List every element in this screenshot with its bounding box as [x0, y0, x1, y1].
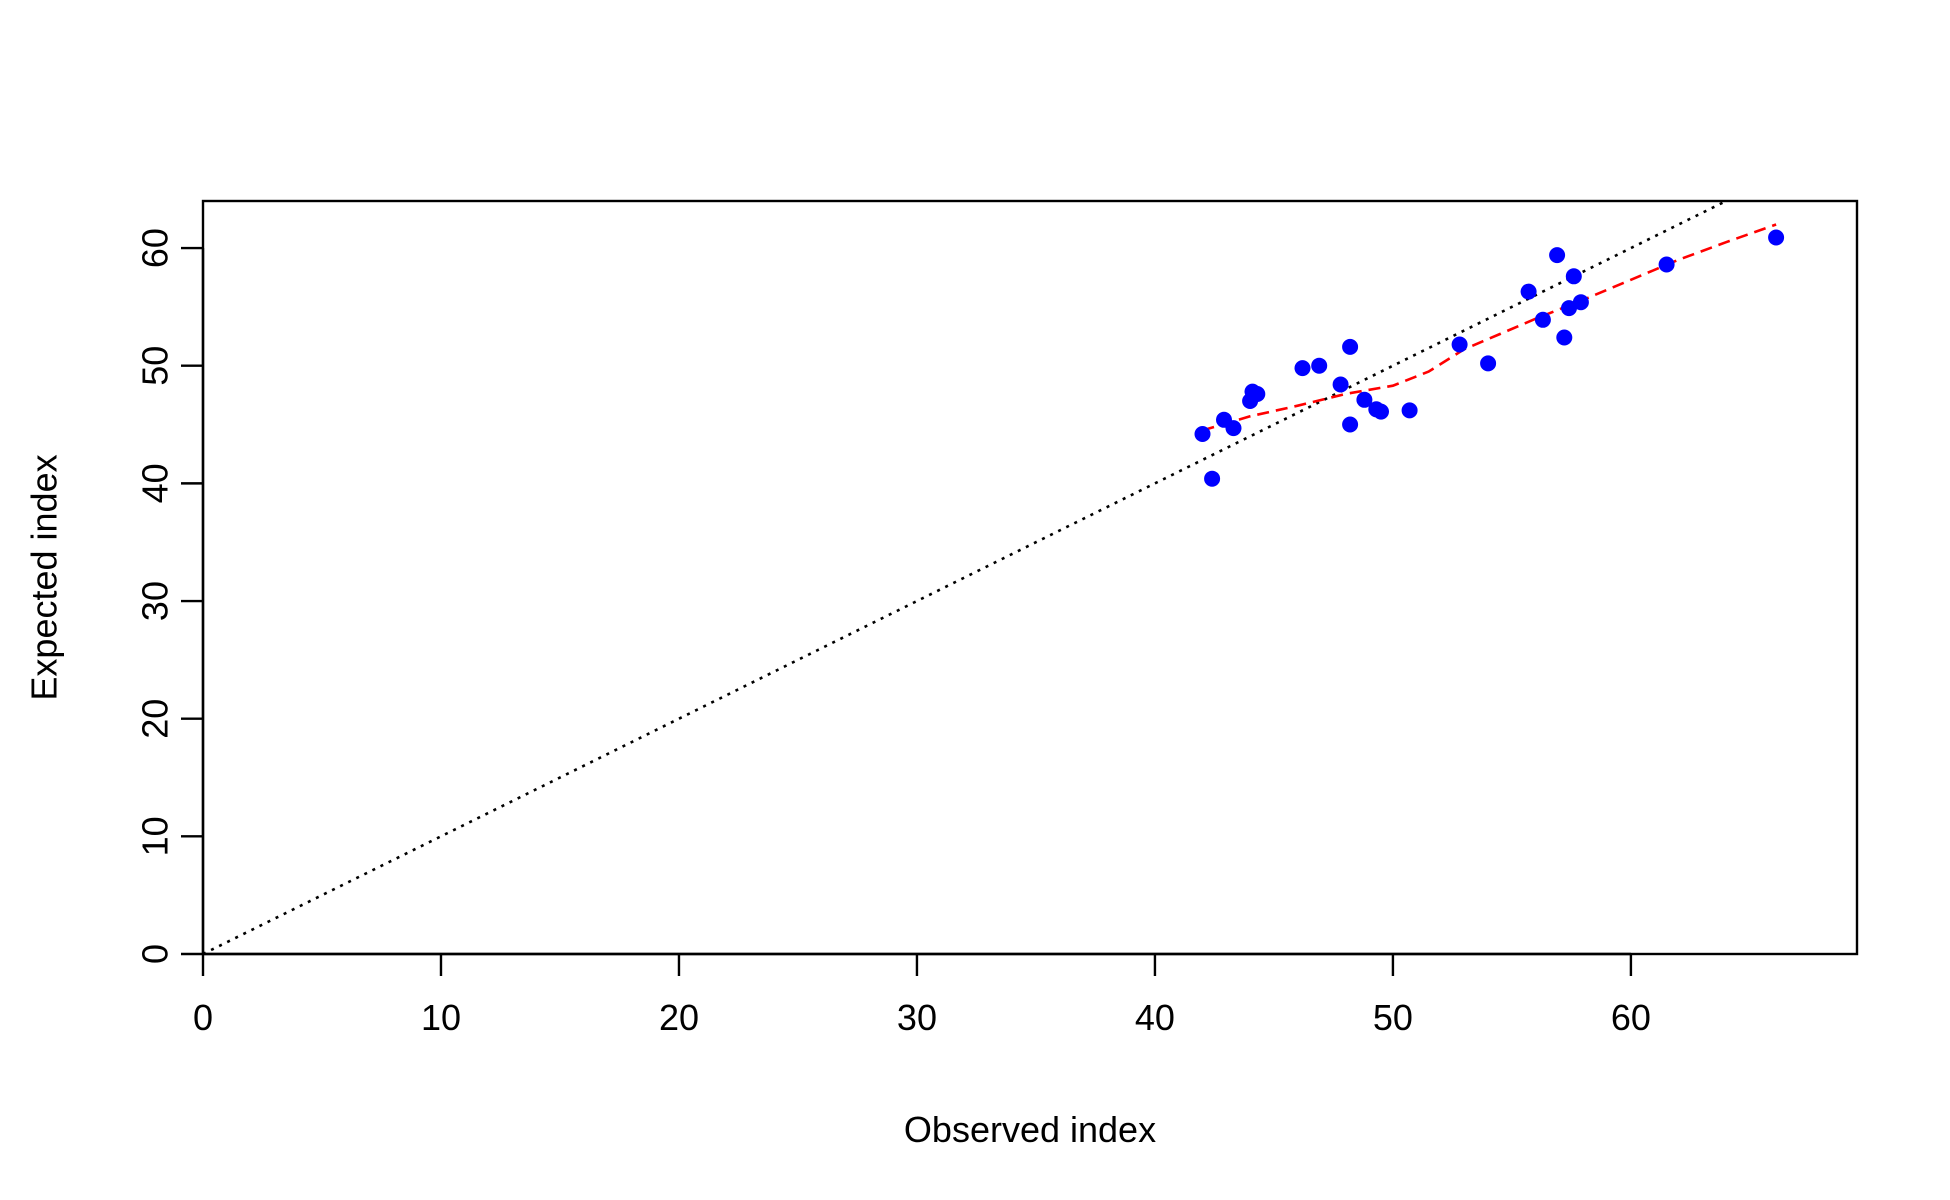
data-point [1561, 300, 1577, 317]
y-tick-label: 30 [135, 581, 176, 621]
identity-reference-line [203, 201, 1730, 954]
data-point [1225, 420, 1242, 437]
y-tick-label: 40 [135, 463, 176, 503]
data-point [1534, 311, 1551, 328]
x-tick-label: 0 [193, 997, 213, 1038]
data-point [1311, 357, 1328, 374]
plot-frame [201, 199, 1859, 956]
data-point [1249, 386, 1266, 402]
data-point [1332, 376, 1349, 393]
y-tick-label: 0 [135, 944, 176, 964]
data-point [1356, 391, 1373, 408]
data-point [1342, 416, 1359, 433]
data-point [1342, 338, 1359, 355]
data-point [1565, 268, 1582, 285]
x-tick-label: 30 [897, 997, 937, 1038]
y-tick-label: 10 [135, 816, 176, 856]
data-point [1373, 403, 1389, 420]
x-tick-label: 60 [1611, 997, 1651, 1038]
y-tick-label: 60 [135, 228, 176, 268]
y-tick-label: 20 [135, 699, 176, 739]
y-tick-label: 50 [135, 346, 176, 386]
data-point [1451, 336, 1468, 353]
data-point [1572, 294, 1589, 311]
data-point [1520, 283, 1537, 300]
smoothed-trend-line [1202, 223, 1777, 432]
x-tick-label: 50 [1373, 997, 1413, 1038]
x-axis-title: Observed index [904, 1109, 1156, 1150]
data-point [1658, 256, 1675, 273]
data-point [1294, 360, 1311, 377]
data-point [1768, 229, 1785, 246]
x-tick-label: 10 [421, 997, 461, 1038]
data-point [1480, 355, 1497, 372]
data-point [1549, 247, 1566, 264]
x-tick-label: 40 [1135, 997, 1175, 1038]
data-point [1401, 402, 1418, 419]
data-point [1204, 470, 1221, 487]
data-point [1556, 329, 1573, 346]
y-axis-title: Expected index [24, 454, 65, 700]
data-point [1194, 426, 1211, 442]
x-tick-label: 20 [659, 997, 699, 1038]
